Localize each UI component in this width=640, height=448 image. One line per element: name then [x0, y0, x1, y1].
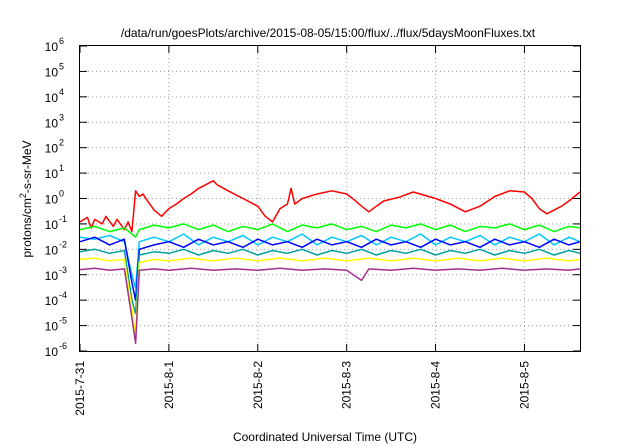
chart-title: /data/run/goesPlots/archive/2015-08-05/1…: [121, 26, 536, 40]
y-tick-exponent: -5: [59, 316, 67, 326]
y-tick-exponent: -6: [59, 341, 67, 351]
y-tick-exponent: -4: [59, 290, 67, 300]
x-tick-label: 2015-8-3: [340, 361, 354, 409]
y-tick-exponent: -3: [59, 265, 67, 275]
plot-frame: [79, 45, 581, 352]
y-tick-exponent: 5: [59, 61, 64, 71]
y-axis-label-sup: 2: [18, 193, 28, 198]
series-line-4: [79, 236, 581, 301]
y-tick-label: 10: [45, 65, 59, 79]
y-tick-exponent: 0: [59, 189, 64, 199]
y-tick-label: 10: [45, 193, 59, 207]
y-tick-exponent: 1: [59, 163, 64, 173]
y-tick-label: 10: [45, 320, 59, 334]
y-tick-exponent: 3: [59, 112, 64, 122]
x-tick-label: 2015-8-4: [429, 361, 443, 409]
x-tick-label: 2015-8-5: [517, 361, 531, 409]
series-line-6: [79, 257, 581, 337]
y-tick-label: 10: [45, 243, 59, 257]
y-tick-exponent: 2: [59, 138, 64, 148]
series-line-7: [79, 267, 581, 345]
series-group: [79, 179, 581, 345]
y-tick-exponent: -2: [59, 239, 67, 249]
y-tick-label: 10: [45, 91, 59, 105]
y-axis-label-main: protons/cm: [20, 198, 34, 257]
y-tick-label: 10: [45, 142, 59, 156]
y-tick-exponent: -1: [59, 214, 67, 224]
x-tick-label: 2015-7-31: [73, 361, 87, 416]
x-axis-label: Coordinated Universal Time (UTC): [233, 430, 417, 444]
x-tick-label: 2015-8-1: [162, 361, 176, 409]
y-tick-label: 10: [45, 218, 59, 232]
series-line-1: [79, 179, 581, 233]
y-axis-label: protons/cm2-s-sr-MeV: [18, 140, 34, 257]
y-tick-exponent: 4: [59, 87, 64, 97]
y-tick-label: 10: [45, 40, 59, 54]
series-line-5: [79, 248, 581, 315]
x-axis: 2015-7-31 2015-8-1 2015-8-2 2015-8-3 2015-8-…: [73, 46, 531, 416]
y-axis-label-rest: -s-sr-MeV: [20, 140, 34, 193]
y-tick-label: 10: [45, 345, 59, 359]
x-tick-label: 2015-8-2: [251, 361, 265, 409]
y-tick-exponent: 6: [59, 36, 64, 46]
y-axis: 10 -610 -510 -410 -310 -210 -110 010 110 210 310 41…: [45, 36, 580, 359]
y-tick-label: 10: [45, 269, 59, 283]
y-tick-label: 10: [45, 116, 59, 130]
series-line-3: [79, 233, 581, 289]
series-line-2: [79, 223, 581, 238]
y-tick-label: 10: [45, 167, 59, 181]
y-tick-label: 10: [45, 294, 59, 308]
grid: [80, 46, 580, 351]
